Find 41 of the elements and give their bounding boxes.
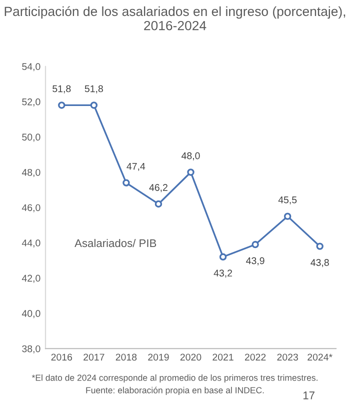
text: 17 bbox=[303, 392, 314, 400]
data-label: 43,8 bbox=[310, 259, 329, 268]
point bbox=[316, 242, 324, 250]
x-tick-label: 2016 bbox=[51, 354, 72, 361]
source-note: Fuente: elaboración propia en base al INDEC. bbox=[86, 386, 264, 396]
data-label: 51,8 bbox=[52, 85, 71, 94]
data-label: 45,5 bbox=[278, 196, 297, 204]
data-label: 46,2 bbox=[149, 184, 168, 192]
x-tick-label: 2023 bbox=[277, 354, 298, 361]
text: *El dato de 2024 corresponde al promedio de los primeros tres trimestres. bbox=[32, 374, 318, 383]
x-tick-label: 2021 bbox=[212, 354, 234, 361]
y-tick-label: 42,0 bbox=[22, 274, 40, 283]
y-tick-label: 50,0 bbox=[22, 134, 40, 142]
chart-title: Participación de los asalariados en el ingreso (porcentaje), 2016-2024 bbox=[4, 6, 346, 30]
x-tick-label: 2022 bbox=[244, 354, 266, 361]
y-tick-label: 40,0 bbox=[22, 310, 40, 318]
text: Asalariados/ PIB bbox=[74, 238, 156, 248]
point bbox=[122, 179, 130, 186]
point bbox=[284, 212, 292, 220]
x-tick-label: 2019 bbox=[148, 354, 169, 361]
point bbox=[219, 253, 227, 260]
point bbox=[252, 240, 259, 248]
x-tick-label: 2017 bbox=[84, 354, 104, 361]
y-tick-label: 46,0 bbox=[22, 204, 40, 212]
point bbox=[187, 168, 194, 176]
y-tick-label: 52,0 bbox=[22, 98, 40, 106]
data-label: 43,2 bbox=[214, 270, 232, 278]
data-label: 47,4 bbox=[126, 162, 146, 171]
point bbox=[154, 200, 162, 208]
point bbox=[90, 102, 98, 109]
y-tick-label: 44,0 bbox=[22, 240, 40, 248]
y-tick-label: 48,0 bbox=[22, 168, 40, 177]
point bbox=[58, 102, 66, 109]
data-label: 43,9 bbox=[246, 257, 264, 266]
x-tick-label: 2024* bbox=[308, 354, 332, 361]
y-tick-label: 54,0 bbox=[22, 63, 40, 72]
data-label: 48,0 bbox=[182, 152, 200, 160]
x-tick-label: 2018 bbox=[116, 354, 137, 361]
x-tick-label: 2020 bbox=[180, 354, 202, 361]
y-tick-label: 38,0 bbox=[22, 345, 40, 354]
data-label: 51,8 bbox=[84, 85, 103, 94]
